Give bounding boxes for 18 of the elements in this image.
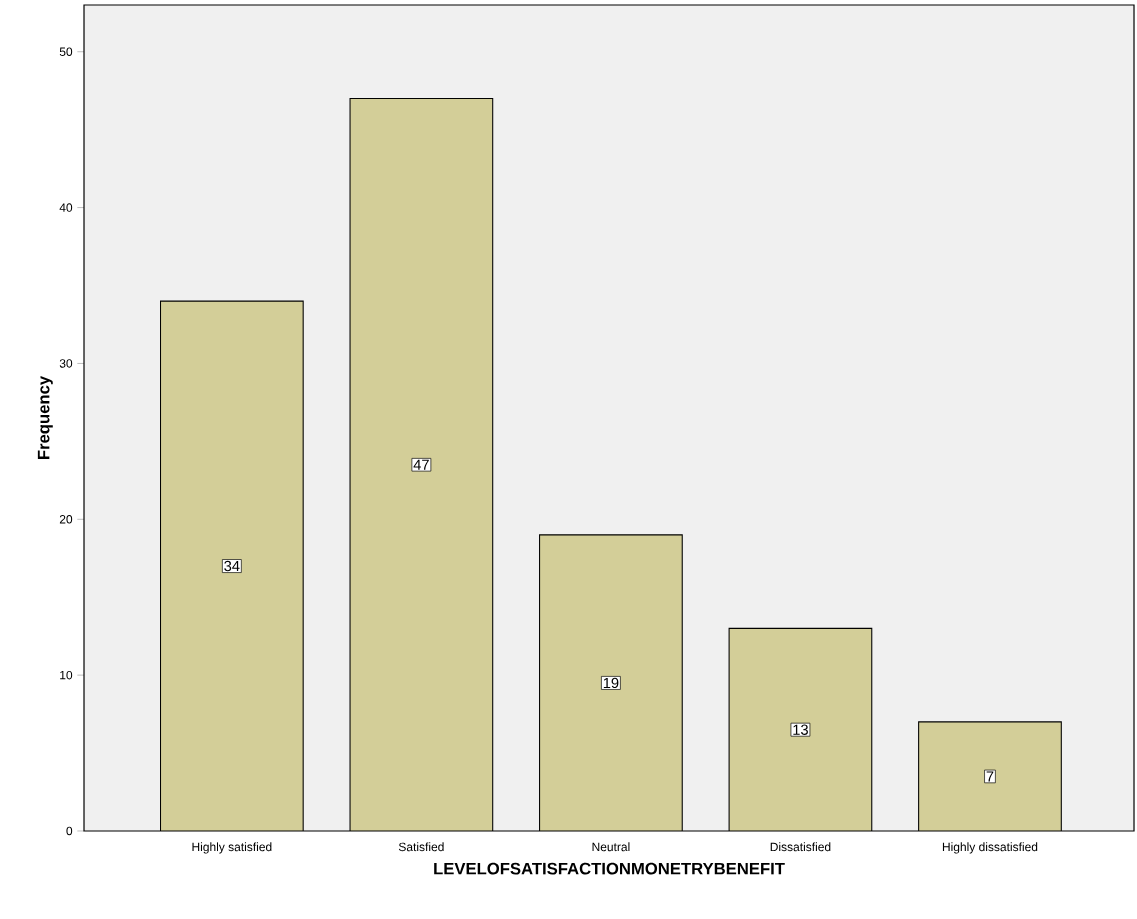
data-label: 19: [603, 677, 619, 689]
y-tick-label: 20: [59, 515, 73, 524]
x-tick-label: Satisfied: [398, 842, 444, 852]
y-tick-label: 0: [66, 826, 73, 836]
data-label: 7: [986, 771, 994, 782]
y-tick-label: 30: [59, 359, 73, 368]
x-tick-label: Highly dissatisfied: [942, 842, 1038, 854]
x-tick-label: Dissatisfied: [770, 842, 831, 852]
data-label: 13: [793, 724, 808, 735]
x-axis-title: LEVELOFSATISFACTIONMONETRYBENEFIT: [434, 862, 785, 875]
y-tick-label: 40: [59, 203, 73, 212]
y-tick-label: 50: [59, 47, 73, 56]
x-tick-label: Neutral: [592, 842, 630, 852]
data-label: 47: [413, 459, 429, 470]
y-axis-title: Frequency: [37, 375, 53, 460]
x-tick-label: Highly satisfied: [192, 842, 272, 854]
y-tick-label: 10: [60, 670, 73, 680]
data-label: 34: [224, 560, 240, 572]
